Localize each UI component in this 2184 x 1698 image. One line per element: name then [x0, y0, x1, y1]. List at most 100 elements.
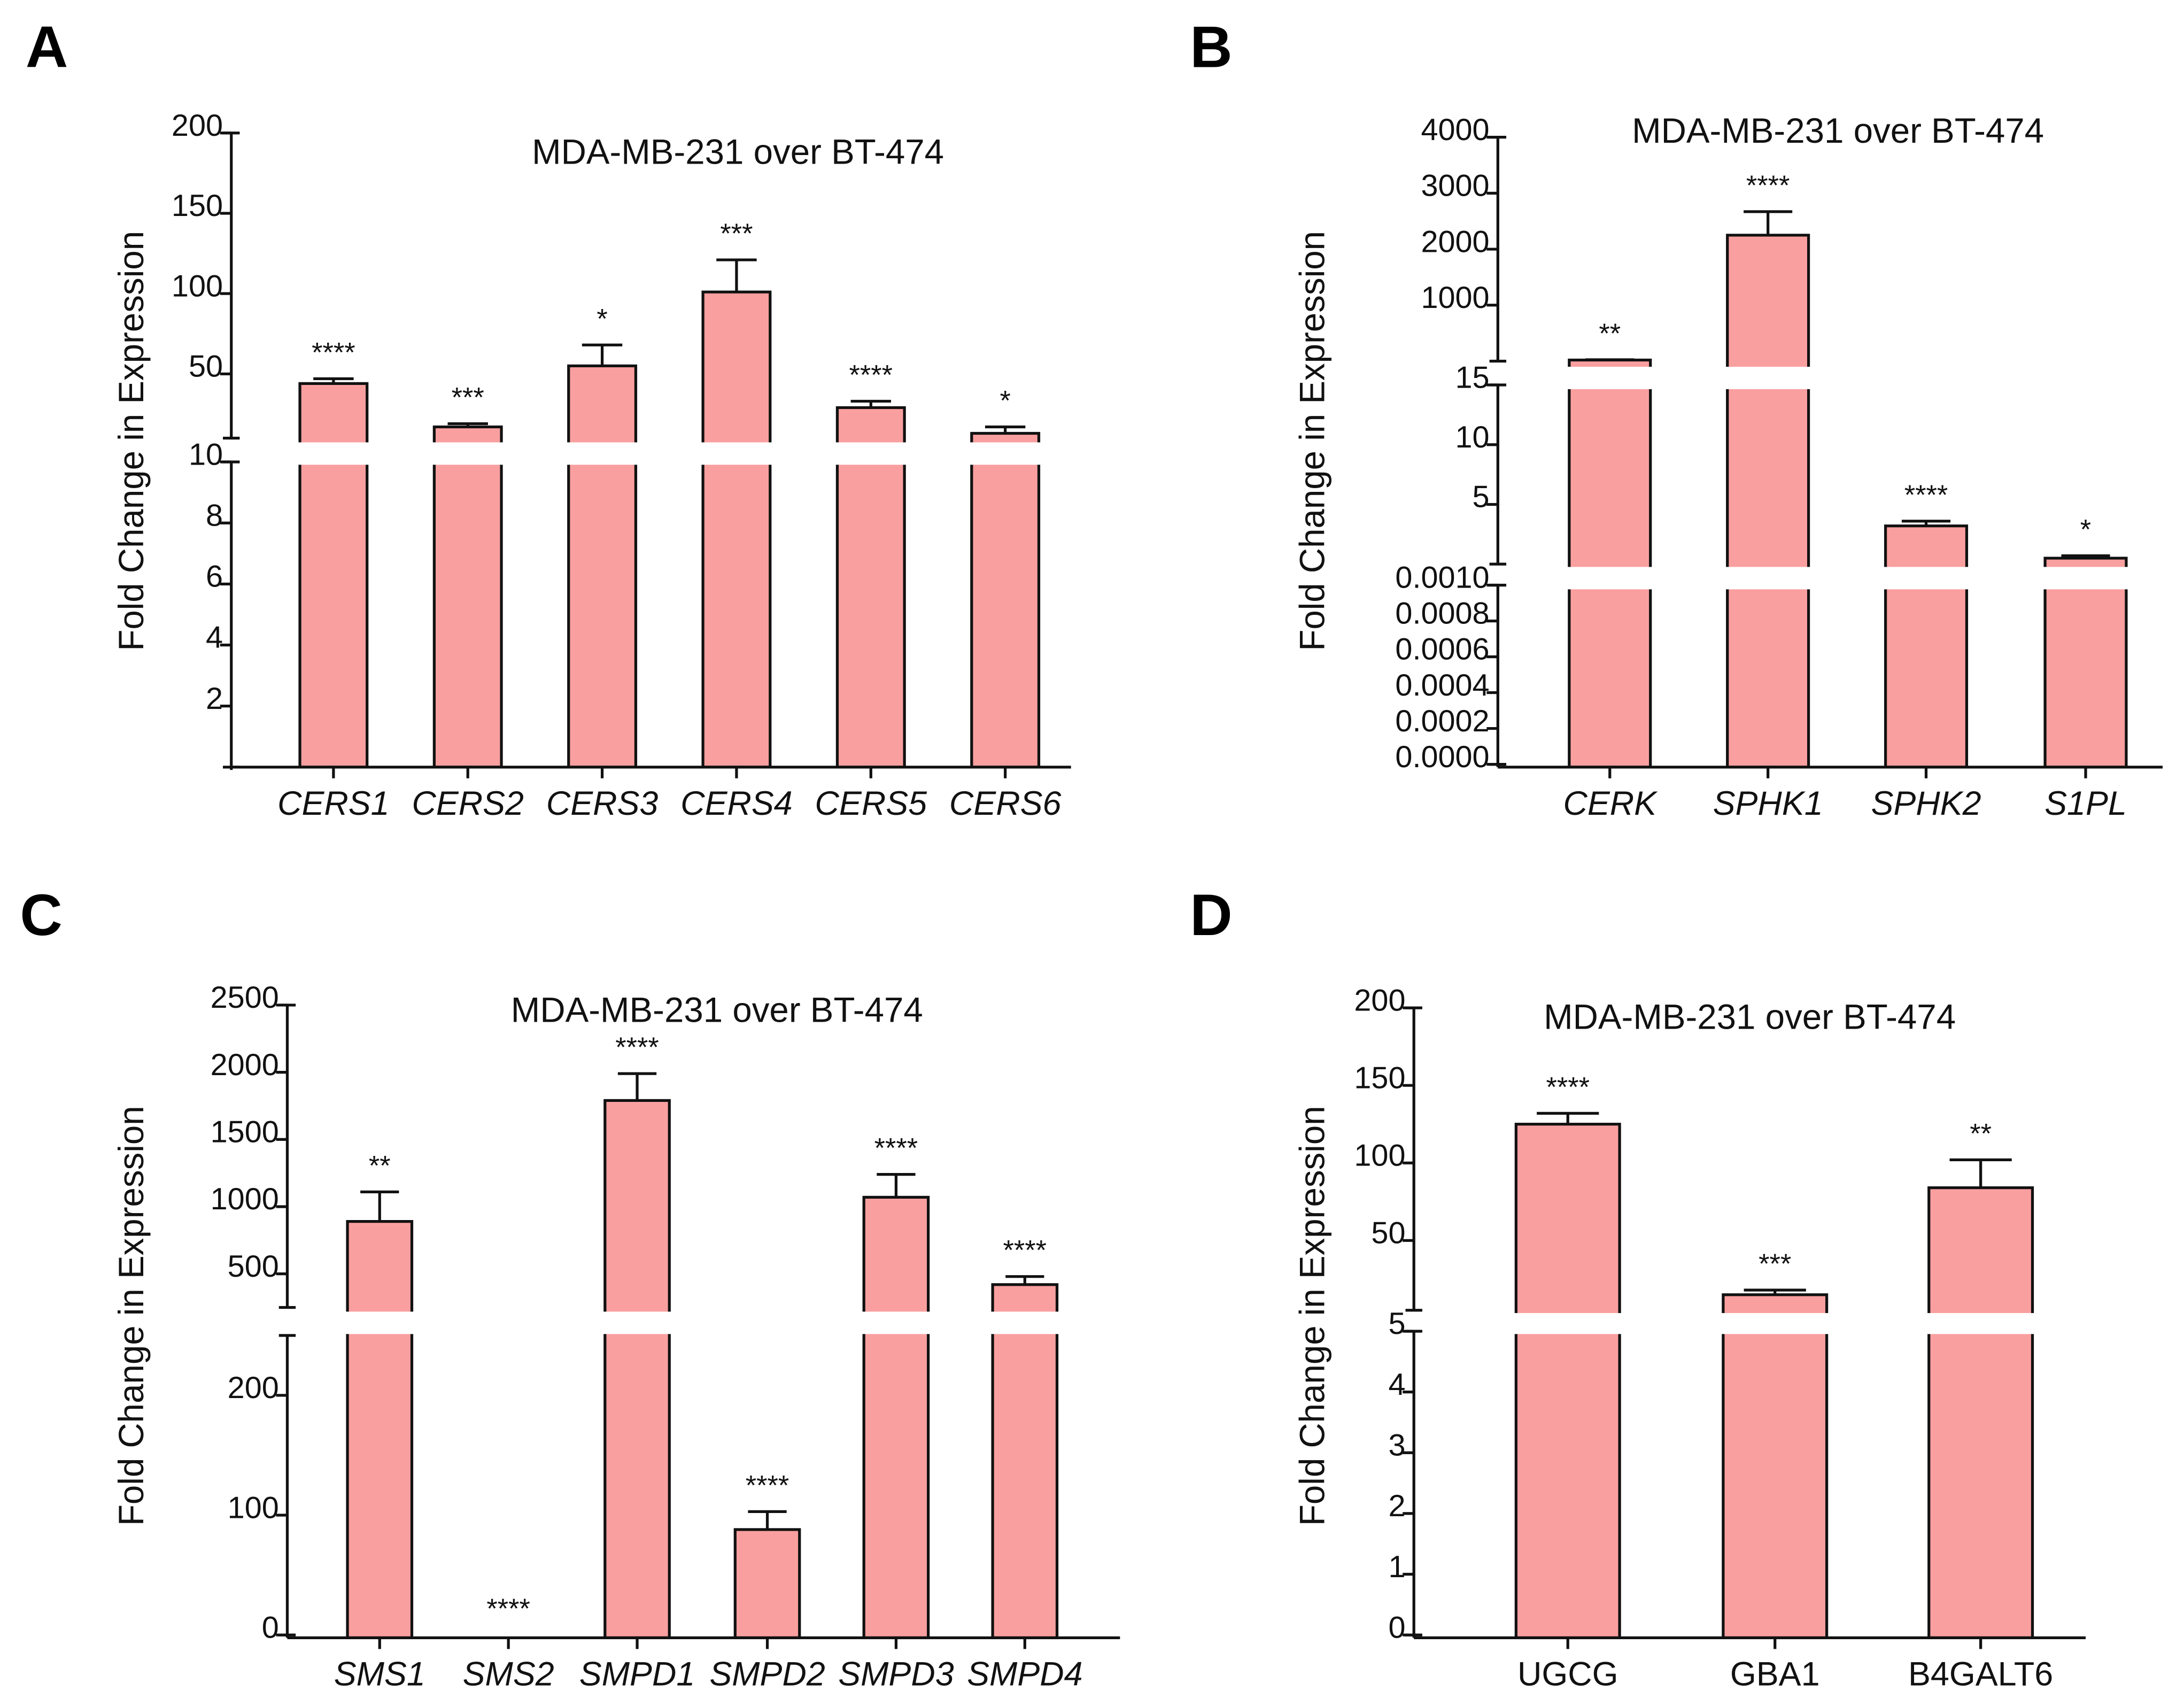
significance-label: * — [1000, 385, 1010, 416]
significance-label: *** — [452, 382, 484, 413]
y-tick-label: 1000 — [211, 1182, 279, 1216]
gene-label: S1PL — [2044, 785, 2127, 822]
panel-letter: D — [1190, 882, 1232, 948]
gene-label: GBA1 — [1730, 1655, 1820, 1693]
bar-SMPD2 — [733, 1528, 801, 1640]
bar-UGCG — [1514, 1123, 1621, 1640]
significance-label: **** — [746, 1470, 789, 1501]
bar-B4GALT6 — [1927, 1186, 2034, 1640]
y-tick-label: 1 — [1388, 1550, 1405, 1584]
y-tick-label: 3000 — [1421, 169, 1489, 203]
y-tick-label: 1500 — [211, 1115, 279, 1149]
significance-label: **** — [849, 360, 893, 391]
significance-label: **** — [874, 1133, 918, 1164]
significance-label: *** — [720, 219, 753, 250]
significance-label: **** — [1003, 1235, 1047, 1266]
chart-title: MDA-MB-231 over BT-474 — [511, 990, 923, 1029]
gene-label: CERS4 — [680, 785, 793, 822]
y-tick-label: 150 — [172, 189, 223, 223]
bar-CERK — [1568, 358, 1652, 769]
bar-CERS4 — [701, 290, 772, 769]
gene-label: SMPD3 — [838, 1655, 954, 1693]
y-axis-label: Fold Change in Expression — [1293, 1106, 1332, 1526]
y-axis-label: Fold Change in Expression — [1293, 231, 1332, 651]
bar-CERS1 — [298, 382, 369, 769]
y-tick-label: 0 — [1388, 1610, 1405, 1645]
y-tick-label: 0.0010 — [1395, 561, 1489, 595]
panel-letter: B — [1190, 14, 1232, 80]
axis-break-gap — [235, 442, 1075, 465]
y-tick-label: 200 — [1354, 983, 1405, 1017]
y-axis-label: Fold Change in Expression — [112, 1106, 151, 1526]
y-tick-label: 0.0006 — [1395, 632, 1489, 667]
gene-label: SMS1 — [334, 1655, 425, 1693]
y-tick-label: 10 — [1455, 420, 1490, 454]
y-tick-label: 0.0002 — [1395, 704, 1489, 738]
y-tick-label: 15 — [1455, 360, 1490, 395]
y-tick-label: 1000 — [1421, 281, 1489, 315]
chart-title: MDA-MB-231 over BT-474 — [1632, 111, 2044, 150]
gene-label: CERS5 — [815, 785, 928, 822]
y-tick-label: 2000 — [1421, 225, 1489, 259]
gene-label: SPHK2 — [1871, 785, 1981, 822]
y-tick-label: 5 — [1473, 480, 1490, 514]
y-tick-label: 10 — [189, 437, 223, 472]
axis-break-gap — [1418, 1313, 2090, 1334]
gene-label: CERS2 — [412, 785, 524, 822]
gene-label: SPHK1 — [1713, 785, 1823, 822]
y-tick-label: 200 — [228, 1371, 279, 1405]
significance-label: ** — [1599, 318, 1621, 349]
y-tick-label: 4 — [206, 621, 223, 655]
y-tick-label: 6 — [206, 560, 223, 594]
significance-label: * — [2080, 514, 2091, 545]
y-tick-label: 2000 — [211, 1048, 279, 1082]
gene-label: UGCG — [1517, 1655, 1618, 1693]
axis-break-gap — [291, 1311, 1125, 1334]
y-axis-label: Fold Change in Expression — [112, 231, 151, 651]
bar-CERS2 — [432, 425, 503, 769]
bar-SMPD4 — [991, 1283, 1059, 1640]
y-tick-label: 2 — [206, 682, 223, 716]
y-tick-label: 100 — [1354, 1138, 1405, 1172]
axis-break-gap — [1502, 567, 2167, 590]
y-tick-label: 0.0004 — [1395, 668, 1489, 703]
y-tick-label: 200 — [172, 109, 223, 143]
y-tick-label: 4 — [1388, 1368, 1405, 1402]
y-tick-label: 100 — [228, 1491, 279, 1525]
bar-GBA1 — [1722, 1293, 1829, 1640]
bar-S1PL — [2043, 557, 2128, 769]
bar-SMPD3 — [862, 1195, 930, 1640]
y-tick-label: 2 — [1388, 1489, 1405, 1523]
significance-label: **** — [615, 1032, 659, 1063]
y-tick-label: 100 — [172, 269, 223, 303]
bar-SMPD1 — [603, 1099, 671, 1640]
significance-label: ** — [369, 1151, 391, 1182]
gene-label: SMS2 — [463, 1655, 554, 1693]
significance-label: * — [597, 304, 607, 335]
significance-label: **** — [1546, 1072, 1590, 1103]
axis-break-gap — [1502, 366, 2167, 389]
bar-SPHK2 — [1884, 524, 1969, 769]
gene-label: CERS6 — [949, 785, 1062, 822]
y-tick-label: 150 — [1354, 1061, 1405, 1095]
significance-label: *** — [1759, 1249, 1791, 1280]
y-tick-label: 50 — [1371, 1216, 1405, 1250]
significance-label: ** — [1970, 1118, 1992, 1149]
bar-CERS5 — [835, 406, 906, 769]
y-tick-label: 500 — [228, 1249, 279, 1284]
bar-CERS3 — [567, 364, 638, 769]
chart-title: MDA-MB-231 over BT-474 — [532, 132, 944, 171]
y-tick-label: 0.0008 — [1395, 597, 1489, 631]
significance-label: **** — [486, 1594, 530, 1625]
y-tick-label: 0.0000 — [1395, 740, 1489, 774]
y-tick-label: 5 — [1388, 1307, 1405, 1341]
y-tick-label: 3 — [1388, 1429, 1405, 1463]
y-tick-label: 0 — [262, 1610, 279, 1645]
bar-SMS1 — [346, 1220, 414, 1640]
gene-label: CERS3 — [546, 785, 659, 822]
y-tick-label: 8 — [206, 498, 223, 532]
gene-label: SMPD4 — [967, 1655, 1082, 1693]
significance-label: **** — [1904, 480, 1948, 511]
significance-label: **** — [1746, 170, 1790, 201]
